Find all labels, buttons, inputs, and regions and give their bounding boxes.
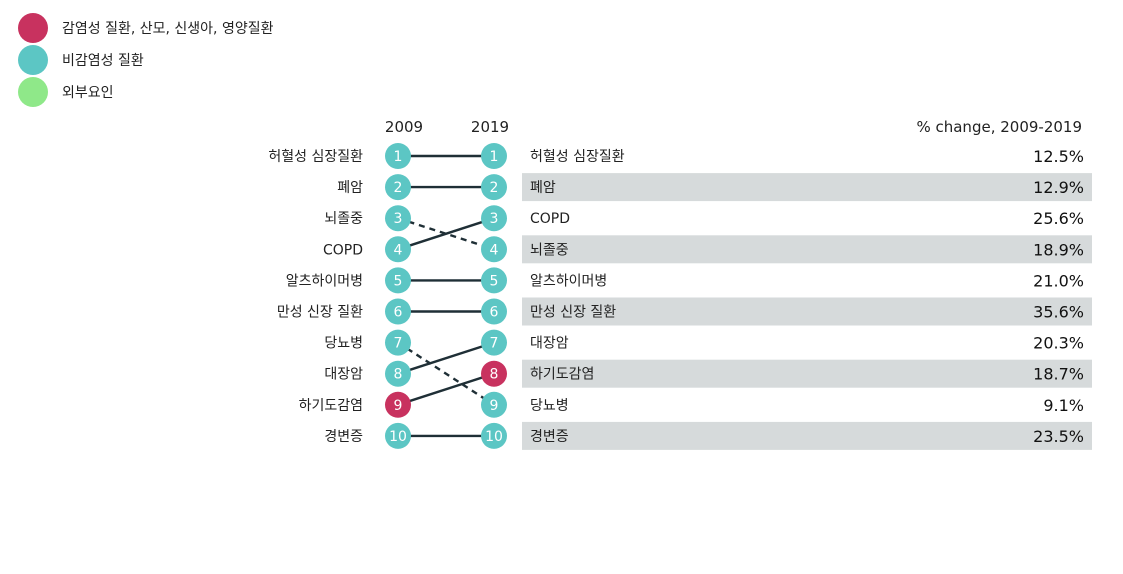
label-2009-rank-1: 허혈성 심장질환	[268, 149, 363, 165]
pct-change-rank-1: 12.5%	[1033, 147, 1084, 166]
marker-2009-rank-10	[385, 422, 411, 449]
row-shade-4	[522, 235, 1092, 264]
rank-number-2019-6: 6	[490, 305, 499, 321]
row-shade-10	[522, 421, 1092, 450]
pct-change-rank-9: 9.1%	[1043, 396, 1084, 415]
marker-2019-rank-9	[481, 391, 507, 418]
rank-number-2009-6: 6	[394, 305, 403, 321]
rank-number-2009-9: 9	[394, 398, 403, 414]
legend-swatch-external	[18, 77, 48, 107]
connector-9-to-8	[397, 372, 495, 406]
label-2019-rank-9: 당뇨병	[530, 398, 569, 414]
label-2009-rank-10: 경변증	[324, 429, 363, 445]
label-2019-rank-5: 알츠하이머병	[530, 273, 607, 289]
marker-2009-rank-5	[385, 267, 411, 294]
pct-change-rank-3: 25.6%	[1033, 209, 1084, 228]
row-shade-2	[522, 173, 1092, 202]
marker-2009-rank-3	[385, 205, 411, 232]
connector-7-to-9	[397, 341, 495, 406]
header-pct-change: % change, 2009-2019	[916, 118, 1082, 136]
legend-label-external: 외부요인	[62, 85, 114, 101]
label-2019-rank-8: 하기도감염	[530, 367, 594, 383]
rank-number-2009-3: 3	[394, 211, 403, 227]
pct-change-rank-8: 18.7%	[1033, 365, 1084, 384]
label-2019-rank-6: 만성 신장 질환	[530, 305, 616, 321]
rank-number-2019-2: 2	[490, 180, 499, 196]
pct-change-rank-7: 20.3%	[1033, 334, 1084, 353]
rank-number-2019-5: 5	[490, 273, 499, 289]
marker-2009-rank-4	[385, 236, 411, 263]
marker-2009-rank-1	[385, 143, 411, 169]
row-shade-8	[522, 359, 1092, 388]
label-2009-rank-5: 알츠하이머병	[286, 273, 363, 289]
label-2019-rank-7: 대장암	[530, 336, 569, 352]
label-2009-rank-9: 하기도감염	[299, 398, 363, 414]
label-2019-rank-1: 허혈성 심장질환	[530, 149, 625, 165]
row-shade-6	[522, 297, 1092, 326]
legend-item-external: 외부요인	[18, 76, 273, 108]
rank-number-2009-8: 8	[394, 367, 403, 383]
legend: 감염성 질환, 산모, 신생아, 영양질환 비감염성 질환 외부요인	[18, 12, 273, 108]
pct-change-rank-4: 18.9%	[1033, 240, 1084, 259]
legend-swatch-infectious	[18, 13, 48, 43]
marker-2009-rank-9	[385, 391, 411, 418]
marker-2009-rank-2	[385, 174, 411, 201]
rank-number-2019-8: 8	[490, 367, 499, 383]
rank-number-2009-10: 10	[389, 429, 407, 445]
legend-item-infectious: 감염성 질환, 산모, 신생아, 영양질환	[18, 12, 273, 44]
marker-2019-rank-6	[481, 298, 507, 325]
rank-number-2019-1: 1	[490, 149, 499, 165]
rank-number-2009-1: 1	[394, 149, 403, 165]
marker-2019-rank-1	[481, 143, 507, 169]
rank-number-2019-3: 3	[490, 211, 499, 227]
rank-number-2019-4: 4	[490, 242, 499, 258]
connector-4-to-3	[397, 217, 495, 251]
label-2019-rank-10: 경변증	[530, 429, 569, 445]
label-2019-rank-2: 폐암	[530, 180, 556, 196]
label-2009-rank-8: 대장암	[324, 367, 363, 383]
rank-number-2009-4: 4	[394, 242, 403, 258]
rank-number-2009-5: 5	[394, 273, 403, 289]
label-2009-rank-6: 만성 신장 질환	[277, 305, 363, 321]
header-2009: 2009	[385, 118, 423, 136]
label-2009-rank-2: 폐암	[337, 180, 363, 196]
marker-2009-rank-6	[385, 298, 411, 325]
header-2019: 2019	[471, 118, 509, 136]
label-2019-rank-3: COPD	[530, 211, 570, 227]
rank-number-2019-9: 9	[490, 398, 499, 414]
connector-8-to-7	[397, 341, 495, 375]
pct-change-rank-10: 23.5%	[1033, 427, 1084, 446]
pct-change-rank-2: 12.9%	[1033, 178, 1084, 197]
label-2009-rank-4: COPD	[323, 242, 363, 258]
rank-number-2019-10: 10	[485, 429, 503, 445]
connector-3-to-4	[397, 217, 495, 251]
legend-label-infectious: 감염성 질환, 산모, 신생아, 영양질환	[62, 21, 274, 37]
label-2019-rank-4: 뇌졸중	[530, 242, 569, 258]
marker-2019-rank-5	[481, 267, 507, 294]
marker-2019-rank-3	[481, 205, 507, 232]
label-2009-rank-7: 당뇨병	[324, 336, 363, 352]
rank-number-2019-7: 7	[490, 336, 499, 352]
legend-label-noncommunicable: 비감염성 질환	[62, 53, 144, 69]
marker-2019-rank-10	[481, 422, 507, 449]
label-2009-rank-3: 뇌졸중	[324, 211, 363, 227]
pct-change-rank-6: 35.6%	[1033, 303, 1084, 322]
legend-swatch-noncommunicable	[18, 45, 48, 75]
rank-number-2009-2: 2	[394, 180, 403, 196]
marker-2019-rank-8	[481, 360, 507, 387]
marker-2009-rank-8	[385, 360, 411, 387]
marker-2019-rank-7	[481, 329, 507, 356]
legend-item-noncommunicable: 비감염성 질환	[18, 44, 273, 76]
marker-2019-rank-2	[481, 174, 507, 201]
marker-2009-rank-7	[385, 329, 411, 356]
rank-number-2009-7: 7	[394, 336, 403, 352]
marker-2019-rank-4	[481, 236, 507, 263]
pct-change-rank-5: 21.0%	[1033, 271, 1084, 290]
